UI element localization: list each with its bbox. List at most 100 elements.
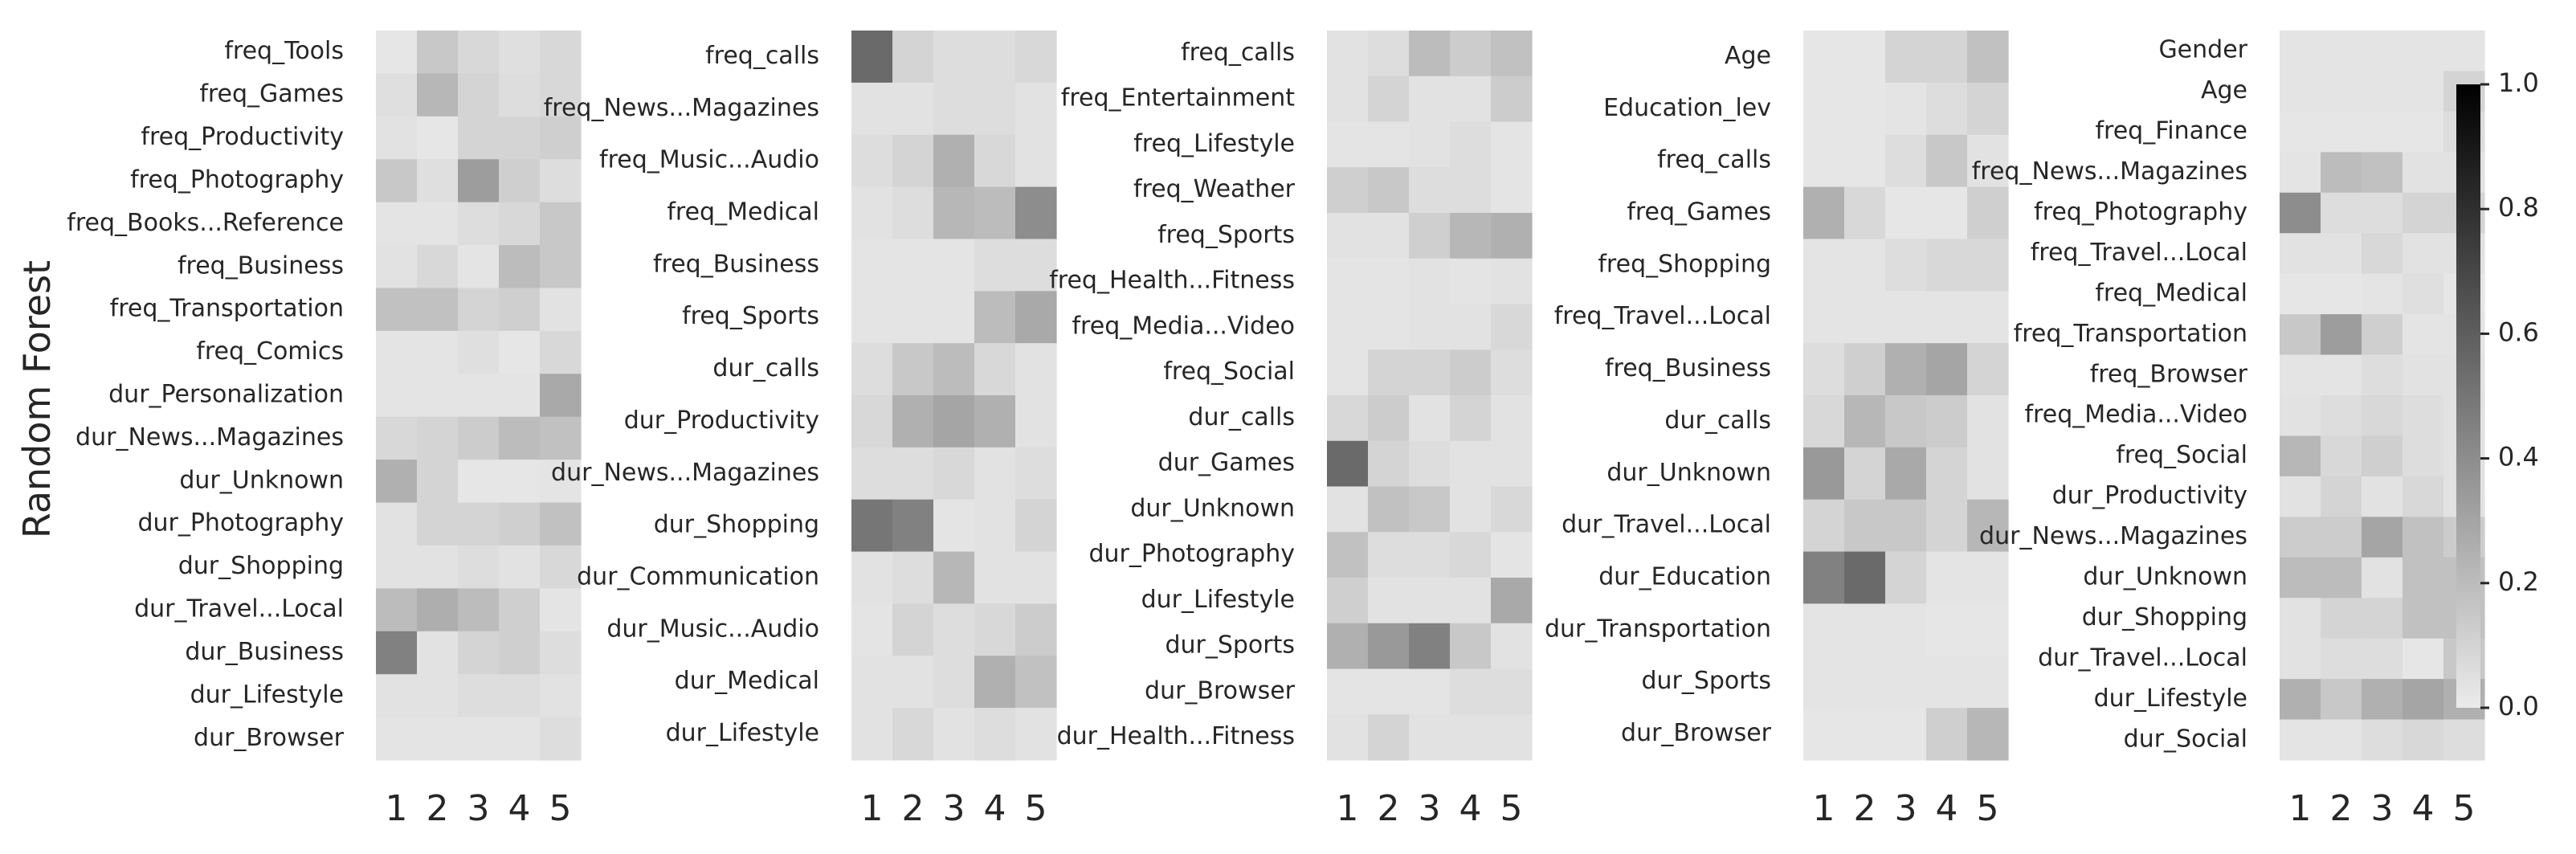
heatmap-cell [2362, 435, 2403, 477]
heatmap-cell [2443, 31, 2485, 72]
heatmap-panel-3: freq_calls freq_Entertainment freq_Lifesty… [1049, 31, 1533, 829]
heatmap-panels: freq_Toolsfreq_Gamesfreq_Productivityfre… [67, 31, 2485, 829]
heatmap-panel-2: freq_calls freq_News...Magazines freq_Musi… [544, 31, 1057, 829]
heatmap-cell [2402, 638, 2444, 680]
heatmap-cell [892, 708, 934, 761]
heatmap-cell [1450, 304, 1492, 350]
heatmap-cell [2280, 435, 2321, 477]
heatmap-cell [2402, 517, 2444, 558]
heatmap-cell [1844, 82, 1886, 136]
heatmap-cell [1450, 668, 1492, 715]
heatmap-cell [892, 447, 934, 501]
heatmap-cell [2321, 719, 2362, 761]
heatmap-cell [1967, 603, 2009, 656]
heatmap-cell [974, 447, 1016, 501]
heatmap-cell [499, 631, 541, 675]
heatmap-cell [458, 502, 500, 546]
y-tick-label: freq_Photography [130, 165, 344, 194]
heatmap-cell [458, 288, 500, 332]
heatmap-cell [376, 674, 418, 718]
heatmap-cell [1368, 31, 1410, 77]
y-tick-label: freq_Weather [1133, 175, 1296, 203]
y-tick-label: dur_Unknown [1606, 459, 1771, 487]
heatmap-cell [2321, 395, 2362, 437]
heatmap-cell [540, 288, 582, 332]
y-tick-label: dur_Browser [194, 724, 345, 752]
heatmap-cell [1327, 668, 1369, 715]
heatmap-cell [2362, 517, 2403, 558]
heatmap-cell [376, 460, 418, 504]
heatmap-cell [1885, 708, 1927, 761]
y-tick-label: freq_Productivity [141, 123, 344, 151]
heatmap-cell [540, 330, 582, 374]
heatmap-cell [1491, 578, 1533, 624]
heatmap-cell [1885, 551, 1927, 605]
heatmap-cell [376, 631, 418, 675]
y-tick-label: freq_Health...Fitness [1049, 267, 1295, 295]
heatmap-cell [974, 186, 1016, 240]
heatmap-cell [2280, 192, 2321, 234]
heatmap-cell [1491, 395, 1533, 442]
heatmap-cell [540, 31, 582, 75]
heatmap-cell [1967, 186, 2009, 240]
heatmap-cell [933, 31, 975, 84]
heatmap-cell [1015, 239, 1057, 292]
heatmap-cell [376, 717, 418, 761]
y-tick-label: dur_Travel...Local [1562, 511, 1771, 539]
heatmap-cell [974, 343, 1016, 396]
y-tick-label: freq_Browser [2090, 360, 2248, 388]
heatmap-cell [1844, 343, 1886, 396]
heatmap-cell [458, 245, 500, 289]
heatmap-cell [1926, 603, 1968, 656]
heatmap-cell [1926, 499, 1968, 553]
y-tick-label: Age [2201, 76, 2247, 104]
heatmap-cell [851, 447, 893, 501]
heatmap-cell [1450, 532, 1492, 578]
y-tick-label: dur_Education [1598, 563, 1771, 591]
heatmap-cell [540, 460, 582, 504]
heatmap-cell [892, 239, 934, 292]
heatmap-cell [499, 202, 541, 246]
y-tick-label: freq_Business [178, 251, 344, 280]
heatmap-cell [2402, 435, 2444, 477]
y-tick-label: dur_calls [1664, 407, 1771, 435]
x-tick-label: 3 [2371, 788, 2394, 829]
heatmap-cell [1926, 447, 1968, 501]
heatmap-cell [2280, 517, 2321, 558]
heatmap-cell [1803, 134, 1845, 188]
heatmap-cell [540, 631, 582, 675]
heatmap-cell [1926, 186, 1968, 240]
heatmap-cell [933, 447, 975, 501]
y-tick-label: freq_calls [705, 42, 819, 70]
colorbar-gradient [2456, 84, 2480, 708]
heatmap-panel-5: Gender Age freq_Finance freq_News...Magazin… [1972, 31, 2485, 829]
heatmap-cell [376, 416, 418, 460]
heatmap-cell [1409, 349, 1451, 396]
heatmap-cell [1491, 623, 1533, 670]
heatmap-cell [499, 416, 541, 460]
heatmap-cell [417, 460, 459, 504]
heatmap-cell [1967, 499, 2009, 553]
heatmap-cell [1450, 167, 1492, 214]
heatmap-cell [376, 202, 418, 246]
heatmap-cell [2280, 314, 2321, 356]
x-tick-label: 4 [1459, 788, 1482, 829]
heatmap-cell [1368, 486, 1410, 533]
heatmap-panel-4: Age Education_lev freq_calls freq_Gamesfreq… [1545, 31, 2009, 829]
heatmap-cell [1926, 395, 1968, 448]
heatmap-cell [892, 603, 934, 656]
heatmap-cell [417, 159, 459, 203]
heatmap-cell [2402, 598, 2444, 639]
heatmap-cell [1450, 258, 1492, 305]
heatmap-cell [892, 31, 934, 84]
heatmap-cell [933, 708, 975, 761]
heatmap-cell [892, 343, 934, 396]
heatmap-cell [2321, 192, 2362, 234]
heatmap-cell [2280, 111, 2321, 153]
heatmap-cell [499, 73, 541, 117]
heatmap-cell [2321, 233, 2362, 275]
heatmap-cell [417, 674, 459, 718]
heatmap-cell [1885, 656, 1927, 709]
heatmap-cell [2362, 679, 2403, 721]
heatmap-cell [540, 374, 582, 418]
